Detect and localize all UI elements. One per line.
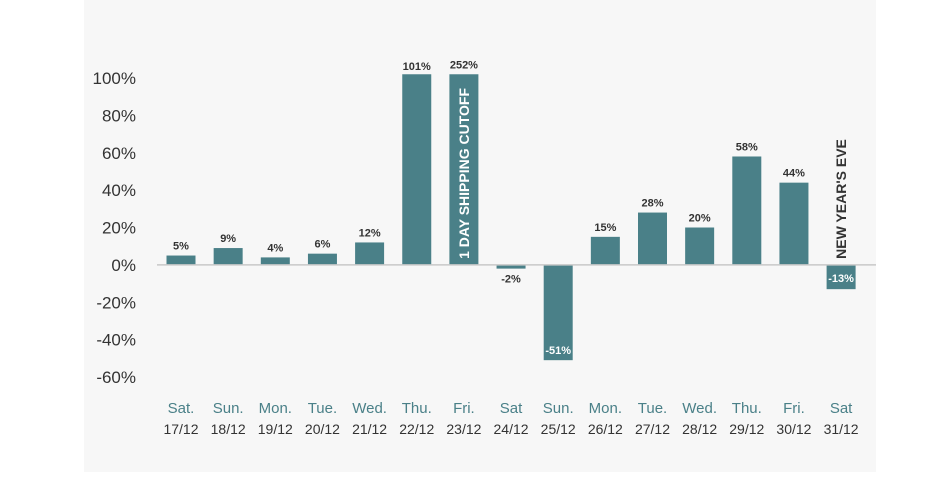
x-tick-date-label: 23/12 bbox=[446, 421, 481, 437]
x-tick-day-label: Fri. bbox=[783, 400, 805, 417]
y-tick-label: -40% bbox=[96, 331, 136, 350]
x-tick-day-label: Tue. bbox=[638, 400, 667, 417]
x-tick-day-label: Sat. bbox=[168, 400, 195, 417]
value-label: 101% bbox=[403, 61, 431, 73]
x-tick-day-label: Sun. bbox=[543, 400, 574, 417]
x-tick-date-label: 28/12 bbox=[682, 421, 717, 437]
bar-26-12 bbox=[590, 236, 620, 265]
bar-27-12 bbox=[638, 212, 667, 265]
bar-31-12 bbox=[826, 264, 856, 290]
y-tick-label: 60% bbox=[102, 144, 136, 163]
x-tick-date-label: 20/12 bbox=[305, 421, 340, 437]
x-tick-date-label: 17/12 bbox=[163, 421, 198, 437]
y-tick-label: -60% bbox=[96, 368, 136, 387]
x-tick-day-label: Sun. bbox=[213, 400, 244, 417]
bar-19-12 bbox=[260, 257, 290, 265]
value-label: 252% bbox=[450, 59, 478, 71]
bar-22-12 bbox=[402, 74, 432, 265]
y-tick-label: 40% bbox=[102, 181, 136, 200]
bar-28-12 bbox=[685, 227, 715, 265]
value-label: 28% bbox=[641, 198, 663, 210]
value-label: 6% bbox=[314, 239, 330, 251]
bar-25-12 bbox=[543, 264, 573, 361]
value-label: -51% bbox=[545, 345, 571, 357]
y-tick-label: 0% bbox=[111, 256, 136, 275]
value-label: 20% bbox=[689, 213, 711, 225]
bar-17-12 bbox=[166, 255, 196, 265]
bar-24-12 bbox=[496, 264, 526, 269]
value-label: -13% bbox=[828, 273, 854, 285]
x-tick-day-label: Thu. bbox=[732, 400, 762, 417]
value-label: 44% bbox=[783, 168, 805, 180]
x-tick-day-label: Mon. bbox=[259, 400, 292, 417]
x-tick-date-label: 24/12 bbox=[494, 421, 529, 437]
x-tick-day-label: Wed. bbox=[352, 400, 387, 417]
x-tick-date-label: 29/12 bbox=[729, 421, 764, 437]
x-tick-date-label: 25/12 bbox=[541, 421, 576, 437]
x-tick-date-label: 31/12 bbox=[824, 421, 859, 437]
bar-29-12 bbox=[732, 156, 762, 265]
y-tick-label: 80% bbox=[102, 106, 136, 125]
x-tick-day-label: Sat bbox=[830, 400, 853, 417]
bar-30-12 bbox=[779, 182, 809, 265]
annotation-label: 1 DAY SHIPPING CUTOFF bbox=[456, 88, 472, 259]
y-tick-label: 20% bbox=[102, 219, 136, 238]
x-tick-date-label: 30/12 bbox=[776, 421, 811, 437]
x-tick-date-label: 21/12 bbox=[352, 421, 387, 437]
value-label: -2% bbox=[501, 274, 521, 286]
bar-20-12 bbox=[307, 253, 337, 265]
x-tick-day-label: Mon. bbox=[589, 400, 622, 417]
value-label: 12% bbox=[359, 227, 381, 239]
value-label: 9% bbox=[220, 233, 236, 245]
bar-23-12 bbox=[449, 74, 479, 265]
x-tick-date-label: 27/12 bbox=[635, 421, 670, 437]
x-tick-date-label: 19/12 bbox=[258, 421, 293, 437]
y-tick-label: -20% bbox=[96, 293, 136, 312]
value-label: 5% bbox=[173, 241, 189, 253]
value-label: 58% bbox=[736, 141, 758, 153]
annotation-label: NEW YEAR'S EVE bbox=[833, 139, 849, 259]
x-tick-date-label: 26/12 bbox=[588, 421, 623, 437]
x-tick-day-label: Wed. bbox=[682, 400, 717, 417]
footer-strip bbox=[84, 472, 876, 493]
value-label: 4% bbox=[267, 242, 283, 254]
x-tick-day-label: Thu. bbox=[402, 400, 432, 417]
x-tick-date-label: 22/12 bbox=[399, 421, 434, 437]
x-tick-day-label: Tue. bbox=[308, 400, 337, 417]
x-tick-day-label: Sat bbox=[500, 400, 523, 417]
bar-21-12 bbox=[355, 242, 385, 265]
x-tick-date-label: 18/12 bbox=[211, 421, 246, 437]
x-tick-day-label: Fri. bbox=[453, 400, 475, 417]
value-label: 15% bbox=[594, 222, 616, 234]
bar-18-12 bbox=[213, 248, 243, 265]
y-tick-label: 100% bbox=[93, 69, 136, 88]
